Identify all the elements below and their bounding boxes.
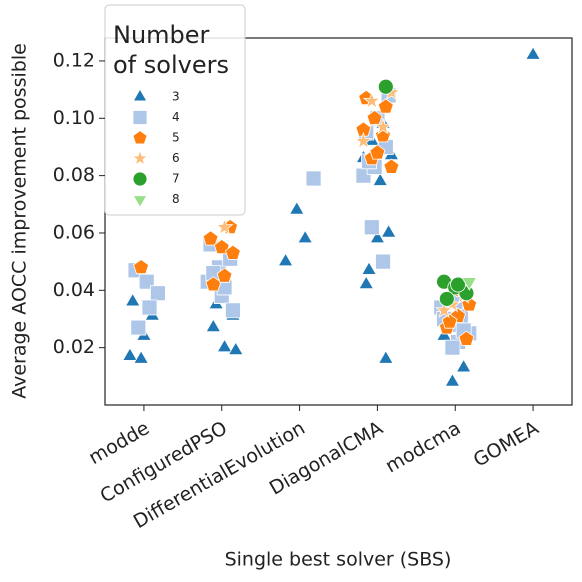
point <box>130 319 147 336</box>
legend-box <box>104 4 246 216</box>
point <box>383 158 400 174</box>
legend-marker <box>132 88 148 102</box>
point <box>372 172 389 186</box>
point <box>216 338 233 353</box>
point <box>133 350 149 364</box>
legend-title: Number <box>113 21 210 49</box>
point <box>441 313 458 329</box>
y-tick-label: 0.02 <box>53 336 95 358</box>
point <box>374 117 393 135</box>
x-tick-label: modcma <box>382 417 465 477</box>
point <box>225 302 241 319</box>
legend-marker <box>132 110 148 125</box>
y-tick-label: 0.12 <box>53 49 95 71</box>
point <box>361 261 377 275</box>
point <box>205 318 222 333</box>
point <box>122 347 138 361</box>
point <box>444 339 461 356</box>
point <box>377 78 394 95</box>
point <box>369 229 386 244</box>
point <box>438 291 455 307</box>
point <box>450 276 466 293</box>
point <box>216 267 233 283</box>
legend-marker <box>132 130 148 145</box>
point <box>202 230 219 246</box>
point <box>297 229 313 244</box>
legend-label: 6 <box>172 151 180 165</box>
point <box>358 275 375 290</box>
point <box>435 300 454 319</box>
point <box>366 109 383 126</box>
legend-marker <box>132 195 148 208</box>
plot-frame <box>104 37 573 406</box>
point <box>227 341 244 355</box>
legend-label: 4 <box>172 110 180 124</box>
point <box>378 350 394 364</box>
legend-title: of solvers <box>113 51 229 79</box>
x-axis-label: Single best solver (SBS) <box>225 549 452 571</box>
point <box>380 223 397 238</box>
point <box>369 144 386 160</box>
point <box>305 170 322 187</box>
x-tick-label: GOMEA <box>470 417 543 472</box>
point <box>444 372 461 387</box>
point <box>363 219 380 236</box>
point <box>377 98 394 114</box>
point <box>354 131 373 149</box>
y-tick-label: 0.08 <box>53 164 95 186</box>
legend-marker <box>132 171 148 187</box>
point <box>277 252 294 267</box>
point <box>461 277 478 291</box>
point <box>375 253 391 270</box>
point <box>215 217 234 235</box>
legend-marker <box>131 149 149 166</box>
y-tick-label: 0.04 <box>53 279 95 301</box>
point <box>150 285 166 302</box>
point <box>455 358 472 373</box>
point <box>124 292 141 307</box>
point <box>458 330 475 346</box>
legend-label: 5 <box>172 131 180 145</box>
points <box>122 46 541 387</box>
point <box>288 200 305 215</box>
point <box>141 299 158 316</box>
y-tick-label: 0.10 <box>53 107 95 129</box>
legend-label: 8 <box>172 192 180 206</box>
point <box>525 46 541 60</box>
legend-label: 3 <box>172 90 180 104</box>
legend-label: 7 <box>172 172 180 186</box>
y-axis-label: Average AOCC improvement possible <box>9 43 31 399</box>
point <box>225 244 241 260</box>
point <box>133 259 150 275</box>
point <box>362 91 381 109</box>
y-tick-label: 0.06 <box>53 221 95 243</box>
